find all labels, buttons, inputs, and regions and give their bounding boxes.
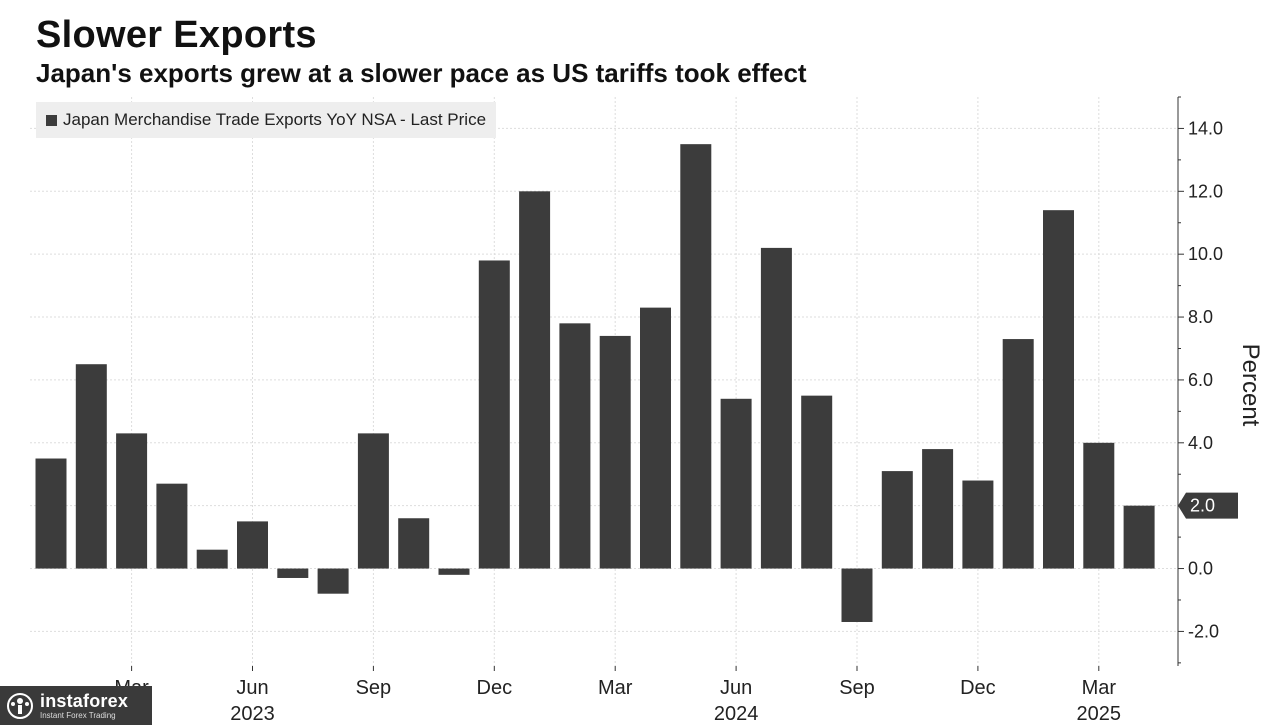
y-tick-label: 8.0 [1188, 307, 1213, 327]
bar [881, 471, 913, 569]
bar [760, 247, 792, 569]
bar [1123, 505, 1155, 569]
y-tick-label: 0.0 [1188, 559, 1213, 579]
bar [720, 398, 752, 569]
bar [357, 433, 389, 569]
x-tick-label: Mar [598, 677, 633, 699]
bar [922, 449, 954, 569]
bar [962, 480, 994, 569]
legend-swatch [46, 114, 57, 126]
instaforex-logo-icon [7, 692, 33, 719]
y-tick-label: 6.0 [1188, 370, 1213, 390]
last-value-label: 2.0 [1190, 496, 1215, 516]
x-year-label: 2024 [714, 703, 759, 725]
x-tick-label: Sep [356, 677, 392, 699]
bar [559, 323, 591, 569]
x-tick-label: Sep [839, 677, 875, 699]
x-tick-label: Dec [960, 677, 996, 699]
bar [277, 568, 309, 578]
bar [1043, 210, 1074, 569]
bar [680, 144, 712, 569]
bar [1083, 442, 1115, 569]
bar [640, 307, 671, 569]
chart-subtitle: Japan's exports grew at a slower pace as… [36, 58, 807, 88]
bar [156, 483, 188, 569]
bar [116, 433, 148, 569]
last-value-marker [1178, 492, 1238, 519]
bar [237, 521, 268, 569]
bar [438, 568, 470, 575]
chart-title: Slower Exports [36, 14, 317, 56]
bar [519, 191, 551, 569]
x-tick-label: Jun [236, 677, 268, 699]
x-year-label: 2025 [1077, 703, 1122, 725]
watermark-logo: instaforex Instant Forex Trading [0, 686, 152, 725]
watermark-name: instaforex [40, 690, 129, 711]
bar [35, 458, 67, 569]
bar [398, 518, 430, 569]
bar [841, 568, 873, 622]
bar [599, 335, 631, 569]
y-tick-label: 14.0 [1188, 118, 1223, 138]
legend-label: Japan Merchandise Trade Exports YoY NSA … [63, 110, 487, 129]
bar [196, 549, 228, 569]
x-tick-label: Mar [1082, 677, 1117, 699]
y-tick-label: 4.0 [1188, 433, 1213, 453]
watermark-tagline: Instant Forex Trading [40, 710, 116, 720]
legend: Japan Merchandise Trade Exports YoY NSA … [36, 102, 497, 138]
bar [478, 260, 510, 569]
x-tick-label: Dec [477, 677, 513, 699]
y-axis-title: Percent [1237, 344, 1264, 427]
x-year-label: 2023 [230, 703, 275, 725]
x-tick-label: Jun [720, 677, 752, 699]
bar [801, 395, 833, 569]
bar [317, 568, 349, 594]
bar [75, 364, 107, 569]
y-tick-label: 12.0 [1188, 181, 1223, 201]
bar [1002, 339, 1034, 569]
y-tick-label: 10.0 [1188, 244, 1223, 264]
y-tick-label: -2.0 [1188, 621, 1219, 641]
